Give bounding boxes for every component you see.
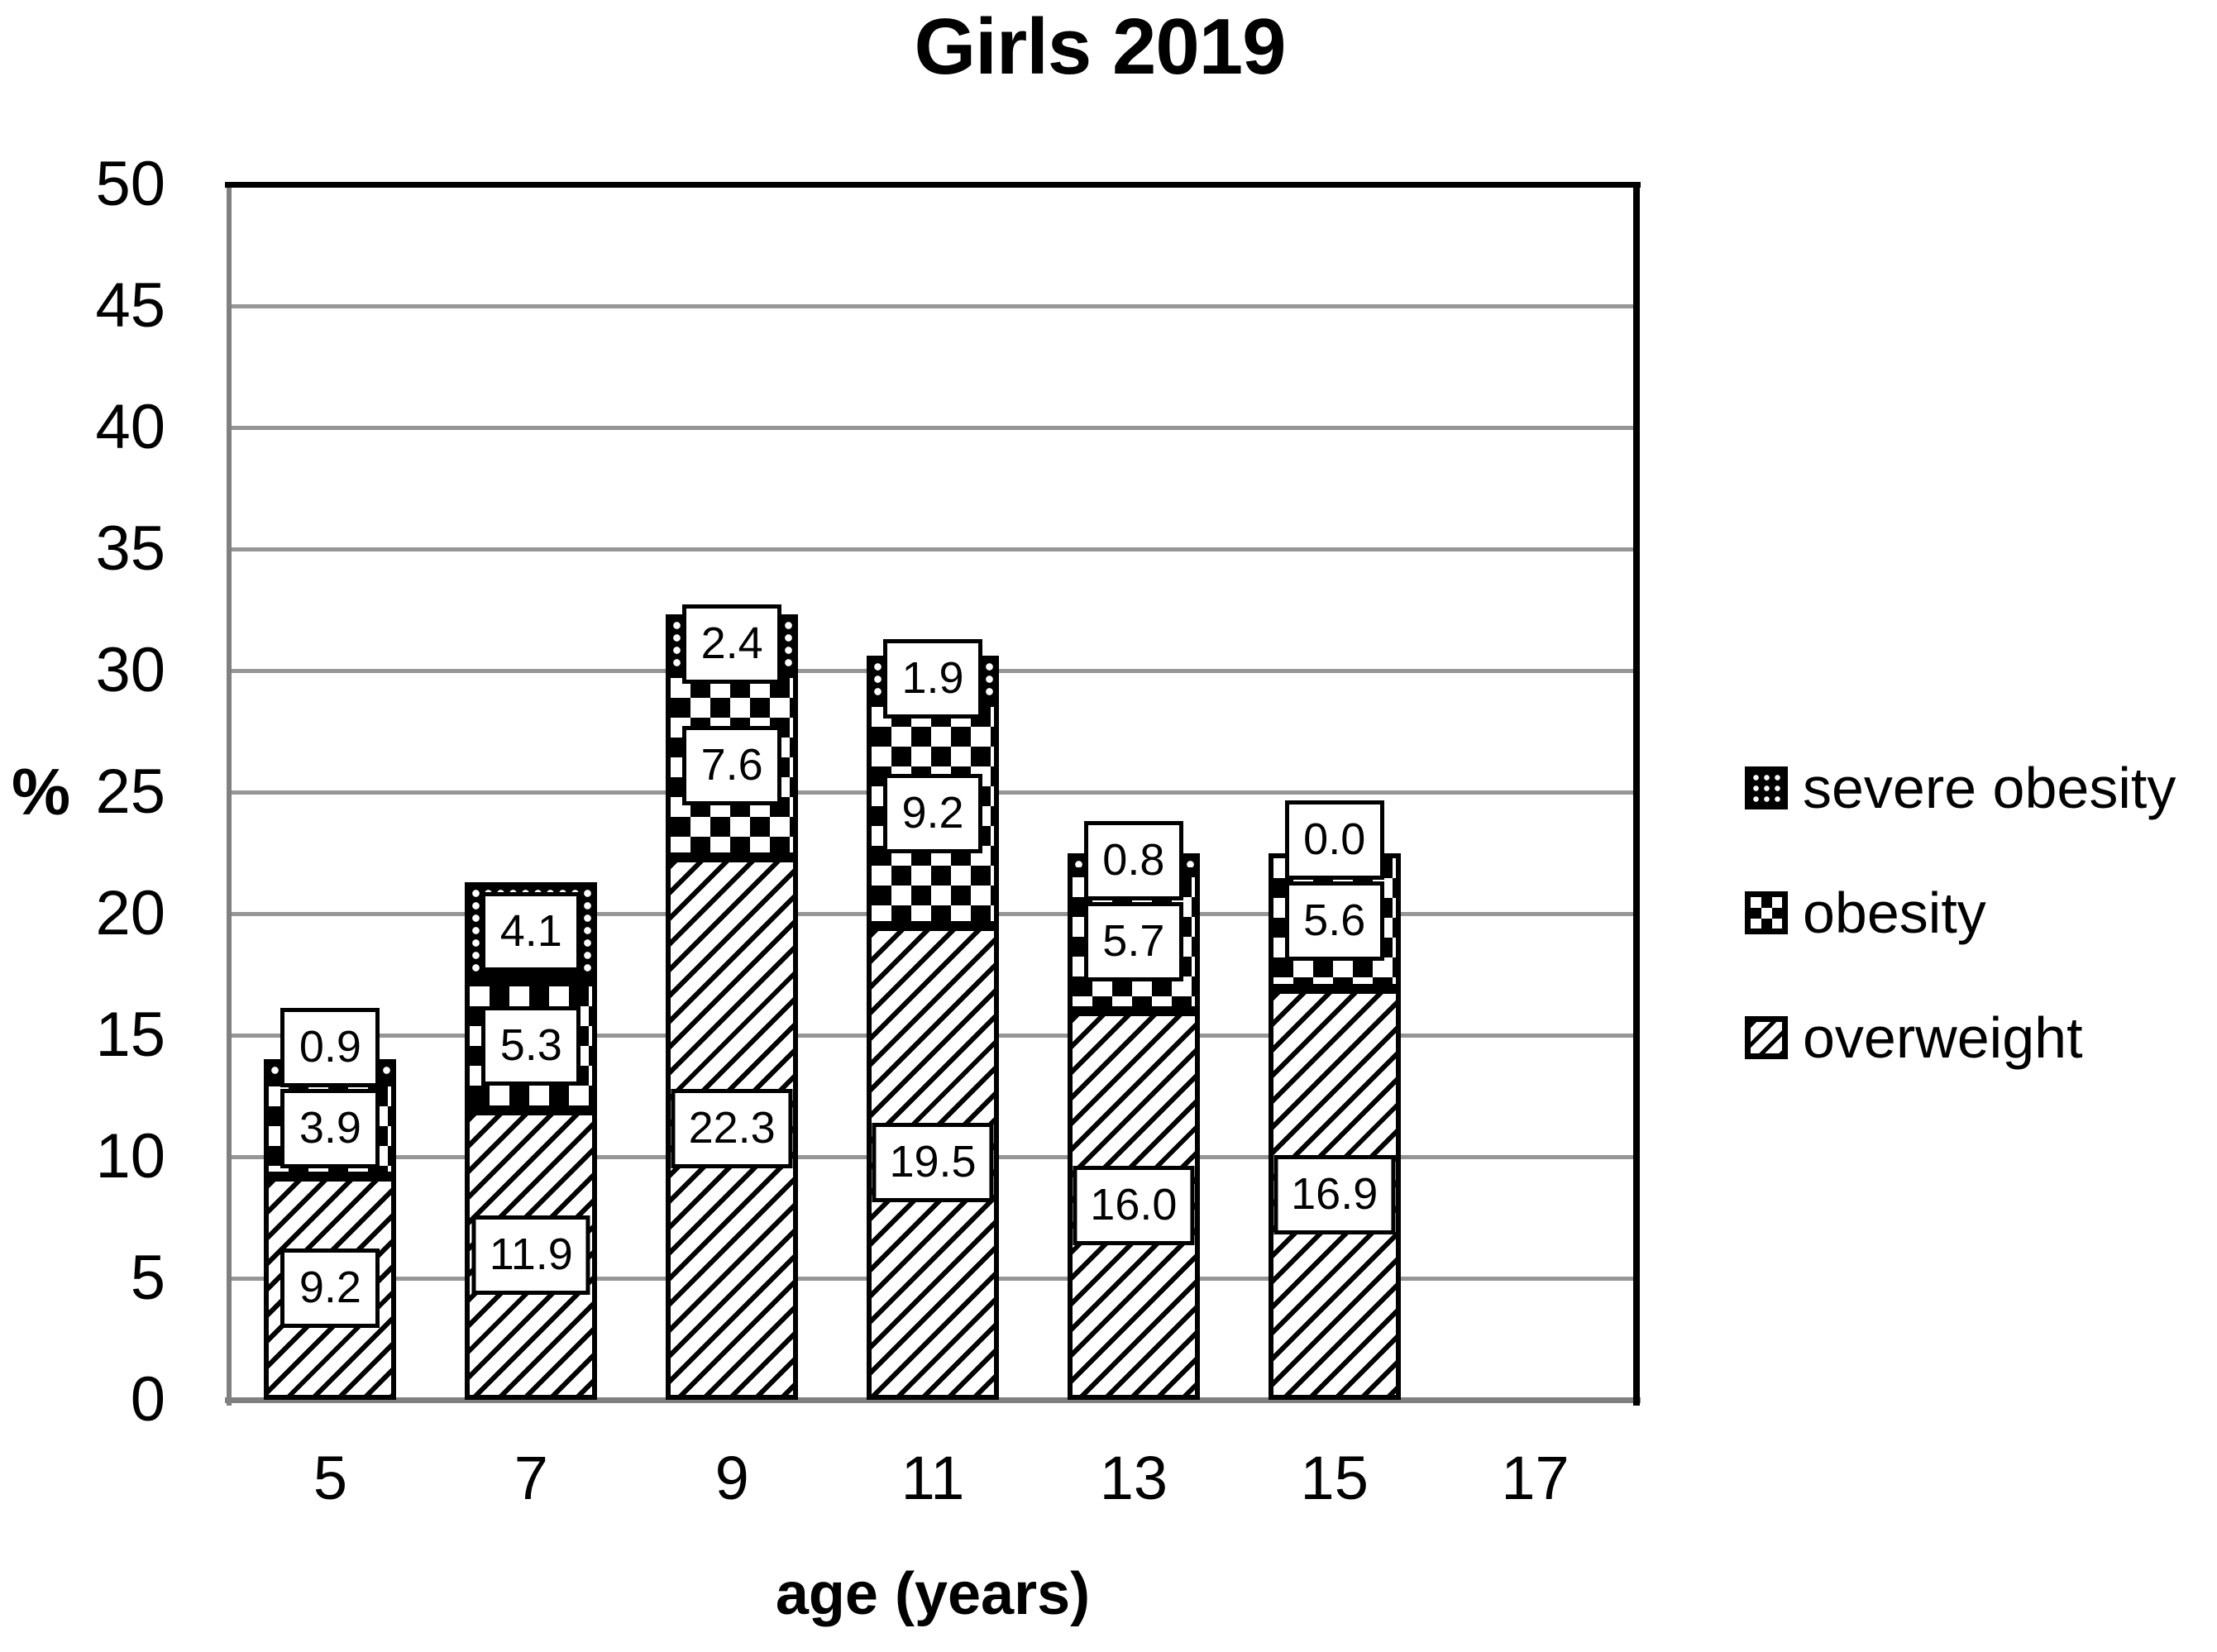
y-tick-label-20: 20 <box>95 878 165 948</box>
y-tick-label-25: 25 <box>95 757 165 827</box>
data-label-severe-obesity-age-5: 0.9 <box>280 1008 380 1088</box>
data-label-obesity-age-13: 5.7 <box>1083 901 1183 981</box>
data-label-obesity-age-15: 5.6 <box>1284 881 1384 961</box>
y-axis-line <box>227 182 232 1406</box>
plot-border-top <box>225 182 1641 188</box>
data-label-overweight-age-7: 11.9 <box>471 1215 590 1296</box>
data-label-obesity-age-7: 5.3 <box>481 1006 581 1086</box>
y-tick-label-35: 35 <box>95 513 165 584</box>
checker-pattern-icon <box>1745 891 1788 934</box>
gridline-35 <box>230 547 1636 551</box>
gridline-45 <box>230 304 1636 308</box>
x-tick-label-5: 5 <box>313 1444 347 1512</box>
data-label-overweight-age-15: 16.9 <box>1273 1154 1396 1234</box>
y-tick-label-0: 0 <box>130 1364 165 1435</box>
x-tick-label-13: 13 <box>1099 1444 1168 1512</box>
y-tick-label-15: 15 <box>95 1000 165 1070</box>
data-label-obesity-age-5: 3.9 <box>280 1089 380 1169</box>
legend-label-severe-obesity: severe obesity <box>1803 756 2176 820</box>
y-tick-label-40: 40 <box>95 392 165 462</box>
plot-border-right <box>1633 182 1640 1406</box>
x-tick-label-17: 17 <box>1501 1444 1570 1512</box>
chart-title: Girls 2019 <box>914 2 1287 91</box>
x-tick-label-7: 7 <box>514 1444 548 1512</box>
y-tick-label-30: 30 <box>95 635 165 705</box>
legend-label-obesity: obesity <box>1803 881 1986 945</box>
dots-pattern-icon <box>1745 766 1788 809</box>
x-tick-label-11: 11 <box>901 1444 965 1512</box>
data-label-overweight-age-11: 19.5 <box>872 1123 994 1203</box>
data-label-severe-obesity-age-9: 2.4 <box>682 604 782 684</box>
x-tick-label-15: 15 <box>1300 1444 1369 1512</box>
data-label-severe-obesity-age-13: 0.8 <box>1083 820 1183 900</box>
x-axis-line <box>225 1397 1641 1403</box>
data-label-overweight-age-5: 9.2 <box>280 1248 380 1328</box>
y-tick-label-50: 50 <box>95 149 165 219</box>
hatch-pattern-icon <box>1745 1016 1788 1059</box>
y-tick-label-10: 10 <box>95 1121 165 1191</box>
data-label-severe-obesity-age-11: 1.9 <box>883 639 982 719</box>
gridline-40 <box>230 426 1636 430</box>
data-label-obesity-age-9: 7.6 <box>682 725 782 805</box>
legend-label-overweight: overweight <box>1803 1005 2083 1070</box>
data-label-overweight-age-13: 16.0 <box>1073 1165 1195 1245</box>
x-axis-title: age (years) <box>775 1561 1091 1627</box>
y-tick-label-5: 5 <box>130 1243 165 1313</box>
y-tick-label-45: 45 <box>95 270 165 341</box>
x-tick-label-9: 9 <box>714 1444 749 1512</box>
data-label-obesity-age-11: 9.2 <box>883 774 982 854</box>
data-label-severe-obesity-age-15: 0.0 <box>1284 800 1384 880</box>
data-label-severe-obesity-age-7: 4.1 <box>481 892 581 972</box>
data-label-overweight-age-9: 22.3 <box>671 1089 793 1169</box>
y-axis-unit-label: % <box>12 755 71 828</box>
